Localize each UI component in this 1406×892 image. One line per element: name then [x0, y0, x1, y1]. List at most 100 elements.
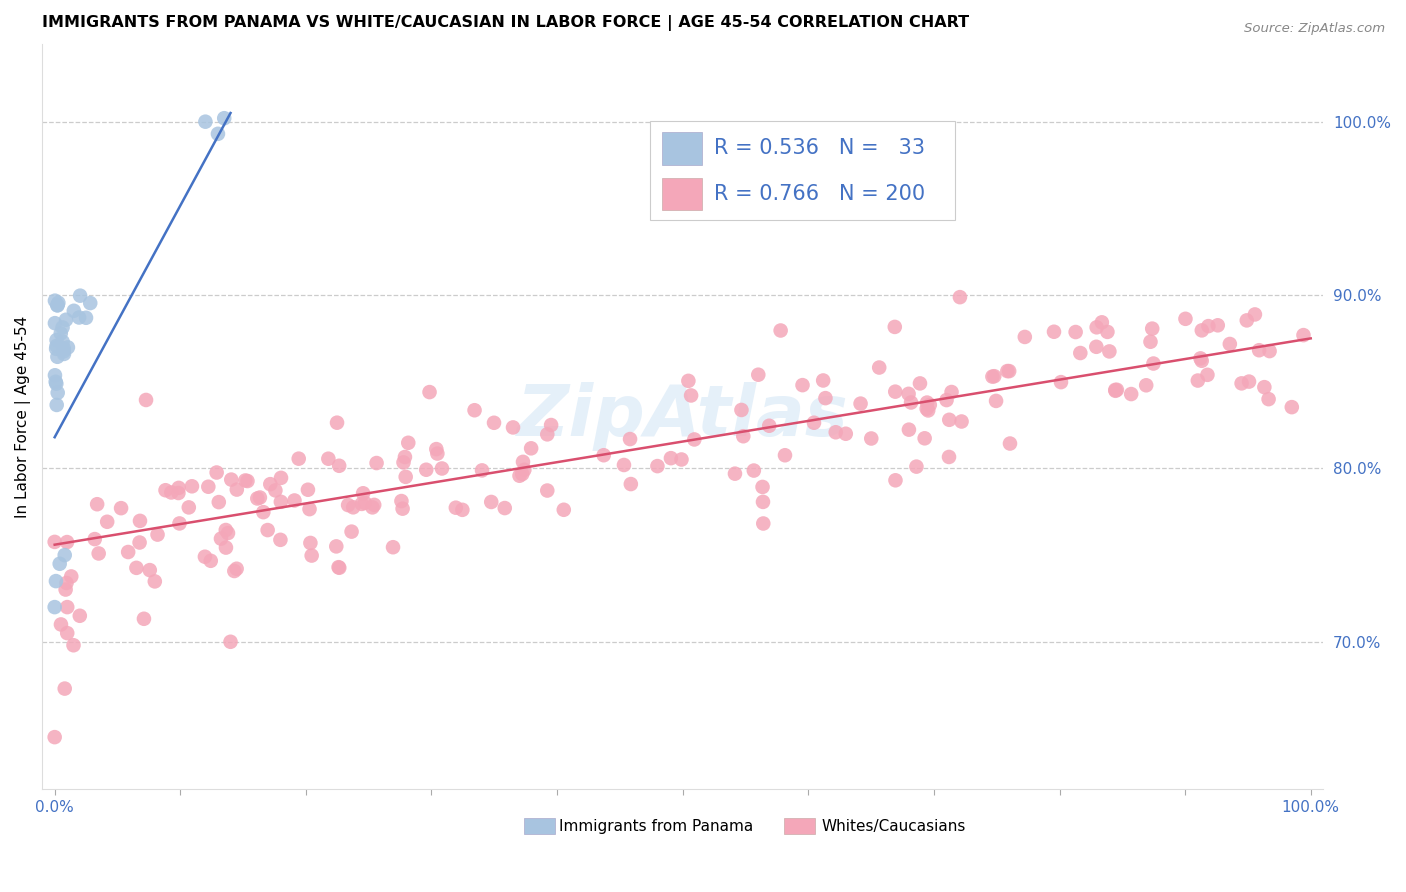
Point	[46, 298, 69, 312]
Point	[659, 451, 682, 466]
Text: Source: ZipAtlas.com: Source: ZipAtlas.com	[1244, 22, 1385, 36]
Point	[613, 458, 636, 472]
Point	[225, 562, 247, 576]
Point	[1237, 375, 1260, 389]
Point	[883, 319, 905, 334]
Point	[44, 600, 66, 615]
Point	[671, 452, 693, 467]
Point	[1197, 368, 1219, 382]
Point	[681, 388, 703, 402]
Point	[44, 368, 66, 383]
Point	[45, 398, 67, 412]
Point	[270, 495, 292, 509]
Point	[536, 483, 558, 498]
Point	[803, 416, 825, 430]
Point	[382, 540, 405, 554]
Point	[236, 474, 259, 488]
Point	[225, 483, 247, 497]
Point	[298, 502, 321, 516]
Point	[194, 114, 217, 128]
Point	[146, 527, 169, 541]
Point	[752, 495, 775, 509]
Point	[224, 564, 246, 578]
Point	[249, 491, 271, 505]
Point	[352, 486, 374, 500]
Point	[479, 495, 502, 509]
Point	[1197, 319, 1219, 334]
Point	[950, 415, 973, 429]
Point	[482, 416, 505, 430]
Point	[55, 312, 77, 326]
Point	[53, 347, 76, 361]
Point	[1189, 351, 1212, 366]
Point	[949, 290, 972, 304]
Point	[1098, 344, 1121, 359]
Point	[337, 498, 360, 512]
Point	[169, 516, 191, 531]
Point	[983, 369, 1005, 384]
Point	[207, 127, 229, 141]
Point	[208, 495, 231, 509]
Point	[46, 298, 69, 312]
Point	[1050, 375, 1073, 389]
Point	[246, 491, 269, 506]
Point	[79, 296, 101, 310]
Point	[981, 369, 1004, 384]
Point	[512, 455, 534, 469]
Point	[67, 310, 90, 325]
Point	[391, 494, 413, 508]
FancyBboxPatch shape	[662, 132, 702, 165]
Point	[1064, 325, 1087, 339]
Point	[283, 493, 305, 508]
Point	[1206, 318, 1229, 333]
Point	[56, 535, 79, 549]
Point	[287, 451, 309, 466]
Point	[494, 501, 516, 516]
Point	[1142, 357, 1164, 371]
Point	[44, 293, 66, 308]
Point	[905, 459, 928, 474]
Point	[1139, 334, 1161, 349]
Point	[814, 391, 837, 405]
Point	[49, 326, 72, 341]
Point	[209, 532, 232, 546]
Point	[392, 455, 415, 469]
Point	[55, 582, 77, 597]
Point	[125, 561, 148, 575]
Point	[132, 612, 155, 626]
Point	[53, 548, 76, 562]
Point	[394, 450, 416, 464]
Point	[647, 459, 669, 474]
Point	[326, 416, 349, 430]
Point	[167, 481, 190, 495]
Point	[1187, 374, 1209, 388]
Point	[425, 442, 447, 456]
Point	[342, 500, 364, 515]
Point	[363, 498, 385, 512]
Point	[177, 500, 200, 515]
Point	[1191, 323, 1213, 337]
Point	[835, 426, 858, 441]
Point	[53, 681, 76, 696]
Point	[938, 413, 960, 427]
Point	[301, 549, 323, 563]
Point	[56, 340, 79, 354]
Text: IMMIGRANTS FROM PANAMA VS WHITE/CAUCASIAN IN LABOR FORCE | AGE 45-54 CORRELATION: IMMIGRANTS FROM PANAMA VS WHITE/CAUCASIA…	[42, 15, 969, 31]
Point	[155, 483, 177, 498]
Point	[328, 458, 350, 473]
Point	[897, 387, 920, 401]
Point	[1174, 311, 1197, 326]
Point	[340, 524, 363, 539]
Point	[415, 463, 437, 477]
Point	[391, 501, 413, 516]
Point	[426, 446, 449, 460]
Point	[1104, 384, 1126, 398]
Point	[1135, 378, 1157, 392]
Point	[46, 385, 69, 400]
Point	[63, 303, 86, 318]
Point	[350, 497, 373, 511]
Point	[747, 368, 769, 382]
Point	[984, 393, 1007, 408]
Point	[212, 112, 235, 126]
Point	[45, 342, 67, 356]
